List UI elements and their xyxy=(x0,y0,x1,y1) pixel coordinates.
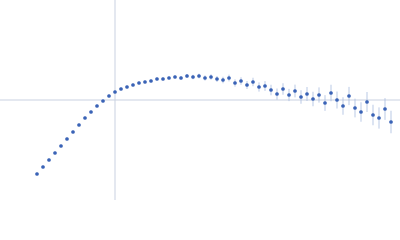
data-point xyxy=(41,165,45,169)
data-point xyxy=(113,90,117,94)
data-point xyxy=(269,88,273,92)
data-point xyxy=(125,85,129,89)
data-point xyxy=(377,116,381,120)
data-point xyxy=(275,92,279,96)
data-point xyxy=(191,75,195,79)
data-point xyxy=(293,89,297,93)
data-point xyxy=(263,84,267,88)
data-point xyxy=(107,94,111,98)
data-point xyxy=(281,87,285,91)
data-point xyxy=(323,101,327,105)
data-point xyxy=(65,137,69,141)
data-point xyxy=(335,98,339,102)
data-point xyxy=(143,80,147,84)
data-point xyxy=(95,104,99,108)
data-point xyxy=(167,76,171,80)
data-point xyxy=(311,97,315,101)
data-point xyxy=(35,172,39,176)
data-point xyxy=(353,106,357,110)
data-point xyxy=(89,110,93,114)
data-point xyxy=(371,113,375,117)
data-point xyxy=(239,79,243,83)
data-point xyxy=(227,76,231,80)
data-point xyxy=(185,74,189,78)
data-point xyxy=(341,104,345,108)
data-point xyxy=(215,77,219,81)
data-point xyxy=(161,77,165,81)
data-point xyxy=(287,93,291,97)
data-point xyxy=(47,158,51,162)
data-point xyxy=(245,83,249,87)
data-point xyxy=(119,87,123,91)
data-point xyxy=(317,93,321,97)
data-point xyxy=(173,75,177,79)
data-point xyxy=(389,120,393,124)
data-point xyxy=(233,81,237,85)
data-point xyxy=(209,75,213,79)
data-point xyxy=(101,99,105,103)
data-point xyxy=(83,116,87,120)
data-point xyxy=(131,83,135,87)
data-point xyxy=(329,91,333,95)
data-point xyxy=(203,76,207,80)
data-point xyxy=(251,80,255,84)
data-point xyxy=(59,144,63,148)
data-point xyxy=(149,79,153,83)
data-point xyxy=(305,92,309,96)
data-point xyxy=(299,95,303,99)
data-point xyxy=(221,78,225,82)
data-point xyxy=(179,76,183,80)
data-point xyxy=(155,77,159,81)
data-point xyxy=(71,130,75,134)
data-point xyxy=(77,123,81,127)
data-point xyxy=(365,100,369,104)
data-point xyxy=(197,74,201,78)
data-point xyxy=(53,151,57,155)
chart xyxy=(0,0,400,200)
data-point xyxy=(359,110,363,114)
data-point xyxy=(257,85,261,89)
data-point xyxy=(137,81,141,85)
data-point xyxy=(347,94,351,98)
data-point xyxy=(383,107,387,111)
